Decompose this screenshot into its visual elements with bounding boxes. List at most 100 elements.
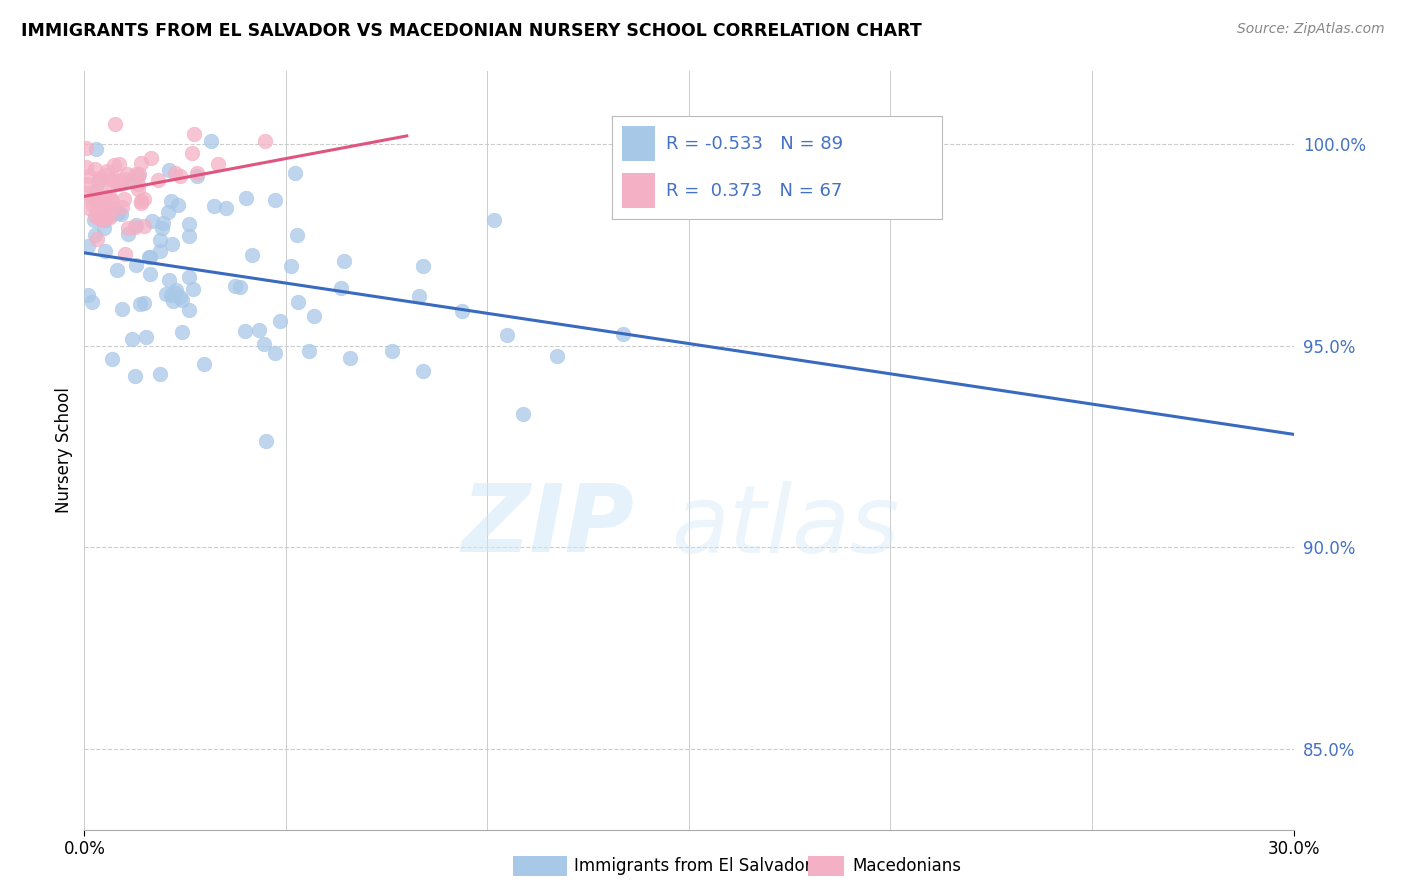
Point [163, 285, 186, 300]
Point [104, 117, 127, 131]
Point [127, 169, 149, 183]
Point [94, 213, 117, 227]
Point [103, 158, 125, 172]
Point [235, 191, 257, 205]
Point [125, 258, 148, 272]
Bar [621, 126, 655, 161]
Point [84, 142, 107, 156]
Point [117, 220, 139, 235]
Point [86, 232, 108, 246]
Text: atlas: atlas [672, 481, 900, 572]
Point [76, 186, 98, 200]
Point [77, 287, 100, 301]
Point [287, 295, 309, 310]
Text: Macedonians: Macedonians [852, 857, 962, 875]
Point [284, 166, 307, 180]
Point [183, 281, 205, 295]
Point [138, 250, 160, 264]
Point [172, 293, 194, 307]
Point [84, 195, 107, 210]
Point [91, 213, 114, 227]
Point [114, 247, 136, 261]
Point [124, 220, 146, 235]
Point [412, 259, 434, 273]
Point [121, 332, 143, 346]
Point [128, 297, 150, 311]
Point [96, 190, 118, 204]
Point [149, 368, 172, 382]
Point [612, 327, 634, 342]
Point [135, 329, 157, 343]
Point [96, 163, 118, 178]
Point [89, 189, 111, 203]
Point [132, 296, 155, 310]
Point [111, 301, 134, 316]
Point [162, 293, 184, 308]
Point [128, 167, 150, 181]
Point [89, 208, 111, 222]
Text: Source: ZipAtlas.com: Source: ZipAtlas.com [1237, 22, 1385, 37]
Y-axis label: Nursery School: Nursery School [55, 387, 73, 514]
Point [183, 127, 205, 141]
Point [82, 198, 104, 212]
Point [97, 202, 120, 216]
Point [94, 168, 117, 182]
Point [242, 248, 264, 262]
Point [165, 283, 187, 297]
Point [118, 174, 141, 188]
Point [117, 227, 139, 241]
Point [75, 160, 97, 174]
Point [177, 217, 200, 231]
Point [269, 314, 291, 328]
Point [333, 253, 356, 268]
Point [339, 351, 361, 365]
Point [177, 302, 200, 317]
Point [139, 151, 162, 165]
Point [112, 193, 135, 207]
Point [233, 324, 256, 338]
Point [87, 211, 110, 225]
Bar [621, 173, 655, 208]
Point [108, 157, 131, 171]
Text: R = -0.533   N = 89: R = -0.533 N = 89 [666, 135, 844, 153]
Point [77, 202, 100, 216]
Point [451, 304, 474, 318]
Text: R =  0.373   N = 67: R = 0.373 N = 67 [666, 182, 842, 200]
Point [111, 200, 134, 214]
Point [93, 203, 115, 218]
Point [179, 270, 201, 285]
Point [107, 206, 129, 220]
Point [125, 218, 148, 232]
Point [200, 135, 222, 149]
Point [129, 194, 152, 209]
Point [207, 156, 229, 170]
Point [264, 193, 287, 207]
Point [84, 228, 107, 243]
Point [76, 178, 98, 192]
Point [224, 279, 246, 293]
Point [157, 205, 180, 219]
Point [215, 202, 238, 216]
Point [108, 178, 131, 192]
Text: Immigrants from El Salvador: Immigrants from El Salvador [574, 857, 811, 875]
Point [152, 215, 174, 229]
Point [169, 289, 191, 303]
Point [101, 173, 124, 187]
Point [139, 267, 162, 281]
Point [181, 146, 204, 161]
Point [84, 162, 107, 177]
Point [254, 434, 277, 448]
Point [129, 196, 152, 211]
Point [264, 346, 287, 360]
Point [132, 192, 155, 206]
Point [115, 167, 138, 181]
Point [167, 198, 190, 212]
Point [101, 351, 124, 366]
Point [149, 233, 172, 247]
Point [87, 175, 110, 189]
Point [186, 169, 208, 183]
Point [77, 169, 100, 184]
Point [89, 170, 111, 185]
Point [496, 328, 519, 343]
Point [90, 172, 112, 186]
